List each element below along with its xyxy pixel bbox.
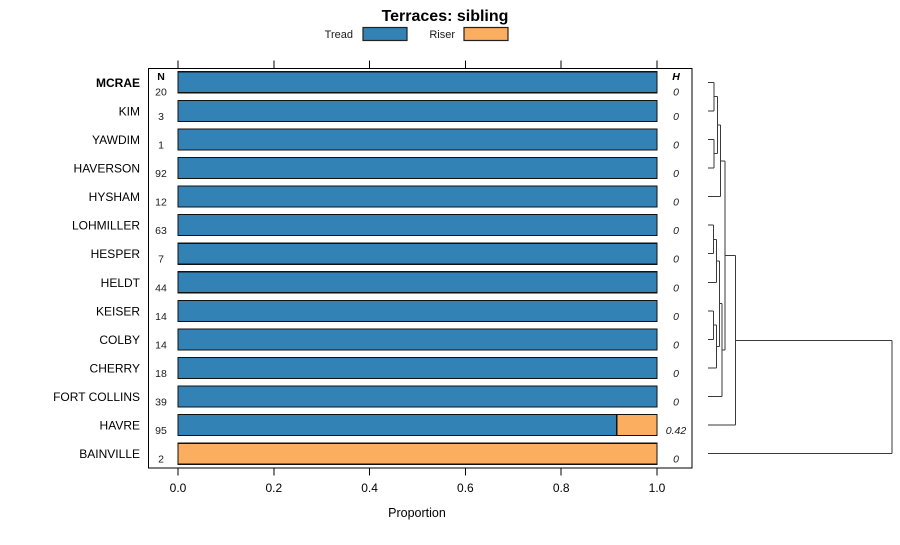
bar-segment-tread bbox=[177, 299, 658, 322]
stacked-bars bbox=[177, 71, 658, 465]
row-h-value: 0 bbox=[673, 86, 679, 98]
x-tick-label: 0.2 bbox=[265, 481, 282, 495]
bar-segment-tread bbox=[177, 128, 658, 151]
row-h-value: 0 bbox=[673, 197, 679, 209]
row-h-value: 0 bbox=[673, 111, 679, 123]
bar-segment-tread bbox=[177, 356, 658, 380]
row-label: LOHMILLER bbox=[72, 219, 140, 233]
axis-tick-labels: 0.0 0.2 0.4 0.6 0.8 1.0 bbox=[170, 481, 666, 495]
row-h-value: 0 bbox=[673, 311, 679, 323]
row-label: HELDT bbox=[101, 276, 141, 290]
row-label: FORT COLLINS bbox=[53, 390, 140, 404]
row-n-value: 39 bbox=[155, 397, 167, 409]
row-h-value: 0 bbox=[673, 397, 679, 409]
row-n-value: 20 bbox=[155, 86, 167, 98]
x-tick-label: 1.0 bbox=[649, 481, 666, 495]
x-tick-label: 0.4 bbox=[361, 481, 378, 495]
row-label: HAVRE bbox=[100, 419, 140, 433]
row-label: HAVERSON bbox=[74, 162, 140, 176]
x-tick-label: 0.0 bbox=[170, 481, 187, 495]
row-h-value: 0 bbox=[673, 282, 679, 294]
chart-title: Terraces: sibling bbox=[382, 8, 509, 25]
bar-segment-tread bbox=[177, 328, 658, 351]
row-h-value: 0 bbox=[673, 254, 679, 266]
row-n-value: 44 bbox=[155, 282, 167, 294]
bar-segment-tread bbox=[177, 414, 618, 437]
row-n-value: 3 bbox=[158, 111, 164, 123]
h-column-header: H bbox=[672, 71, 680, 83]
row-n-value: 14 bbox=[155, 311, 167, 323]
dendrogram bbox=[708, 81, 893, 455]
row-n-value: 95 bbox=[155, 425, 167, 437]
row-label: HESPER bbox=[91, 247, 141, 261]
legend-swatch-tread bbox=[362, 26, 408, 42]
row-h-value: 0 bbox=[673, 368, 679, 380]
legend: Tread Riser bbox=[325, 26, 509, 42]
bar-segment-riser bbox=[177, 442, 658, 465]
row-n-value: 12 bbox=[155, 197, 167, 209]
bar-segment-tread bbox=[177, 242, 658, 265]
row-label: MCRAE bbox=[96, 76, 140, 90]
row-h-value: 0 bbox=[673, 225, 679, 237]
x-axis-title: Proportion bbox=[388, 506, 446, 520]
bar-segment-tread bbox=[177, 99, 658, 122]
n-values: 20 3 1 92 12 63 7 44 14 14 18 39 95 2 bbox=[155, 86, 167, 465]
row-n-value: 18 bbox=[155, 368, 167, 380]
row-label: KIM bbox=[119, 104, 140, 118]
row-h-value: 0.42 bbox=[666, 425, 687, 437]
plot-frame bbox=[148, 68, 693, 469]
bar-segment-tread bbox=[177, 71, 658, 94]
row-n-value: 7 bbox=[158, 254, 164, 266]
bar-segment-riser bbox=[616, 414, 658, 437]
row-label: CHERRY bbox=[90, 362, 140, 376]
bar-segment-tread bbox=[177, 214, 658, 237]
x-tick-label: 0.8 bbox=[553, 481, 570, 495]
n-column-header: N bbox=[157, 71, 165, 83]
legend-swatch-riser bbox=[463, 26, 509, 42]
legend-label-riser: Riser bbox=[429, 29, 455, 41]
h-values: 0 0 0 0 0 0 0 0 0 0 0 0 0.42 0 bbox=[666, 86, 687, 465]
row-label: YAWDIM bbox=[92, 133, 140, 147]
row-n-value: 14 bbox=[155, 339, 167, 351]
row-label: HYSHAM bbox=[89, 190, 140, 204]
row-label: BAINVILLE bbox=[79, 447, 140, 461]
bar-segment-tread bbox=[177, 185, 658, 208]
row-h-value: 0 bbox=[673, 168, 679, 180]
legend-label-tread: Tread bbox=[325, 29, 353, 41]
row-h-value: 0 bbox=[673, 454, 679, 466]
row-h-value: 0 bbox=[673, 139, 679, 151]
row-h-value: 0 bbox=[673, 339, 679, 351]
bar-segment-tread bbox=[177, 271, 658, 294]
bar-segment-tread bbox=[177, 156, 658, 180]
bar-segment-tread bbox=[177, 385, 658, 408]
row-label: KEISER bbox=[96, 304, 140, 318]
x-tick-label: 0.6 bbox=[457, 481, 474, 495]
row-n-value: 63 bbox=[155, 225, 167, 237]
row-n-value: 92 bbox=[155, 168, 167, 180]
row-n-value: 1 bbox=[158, 139, 164, 151]
axis-ticks bbox=[177, 60, 658, 476]
row-n-value: 2 bbox=[158, 454, 164, 466]
row-label: COLBY bbox=[99, 333, 140, 347]
row-labels: MCRAE KIM YAWDIM HAVERSON HYSHAM LOHMILLER HES… bbox=[53, 76, 141, 461]
